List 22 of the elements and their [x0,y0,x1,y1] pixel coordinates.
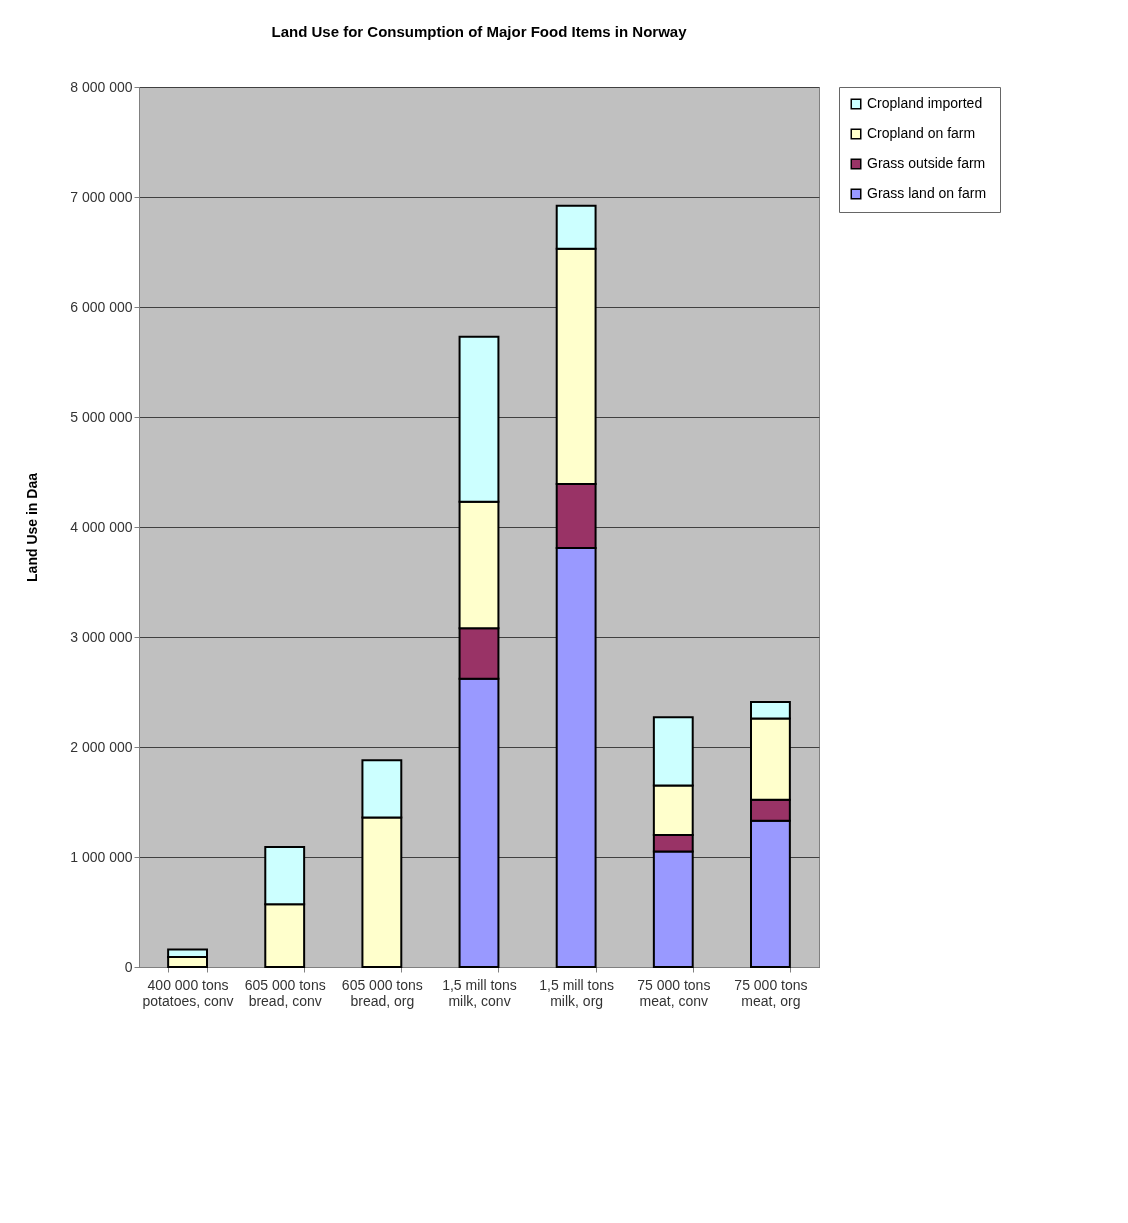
y-tick-label: 7 000 000 [70,188,133,205]
legend-label: Grass land on farm [867,185,987,201]
x-tick-label: 1,5 mill tons milk, conv [442,976,517,1009]
legend-label: Grass outside farm [867,155,986,171]
x-tick-label: 1,5 mill tons milk, org [539,976,614,1009]
y-tick-label: 5 000 000 [70,408,133,425]
x-tick-label: 605 000 tons bread, org [341,976,423,1009]
y-tick-label: 0 [124,958,133,975]
y-axis-title: Land Use in Daa [24,472,41,582]
x-tick-label: 75 000 tons meat, org [734,976,808,1009]
x-tick-label: 605 000 tons bread, conv [244,976,326,1009]
y-tick-label: 6 000 000 [70,298,133,315]
y-tick-label: 4 000 000 [70,518,133,535]
y-tick-label: 2 000 000 [70,738,133,755]
legend-label: Cropland on farm [867,125,976,141]
x-tick-label: 75 000 tons meat, conv [637,976,711,1009]
y-tick-label: 8 000 000 [70,78,133,95]
y-tick-label: 1 000 000 [70,848,133,865]
y-tick-label: 3 000 000 [70,628,133,645]
x-tick-label: 400 000 tons potatoes, conv [142,976,234,1009]
legend-label: Cropland imported [867,95,983,111]
chart-title: Land Use for Consumption of Major Food Items in Norway [271,23,688,40]
